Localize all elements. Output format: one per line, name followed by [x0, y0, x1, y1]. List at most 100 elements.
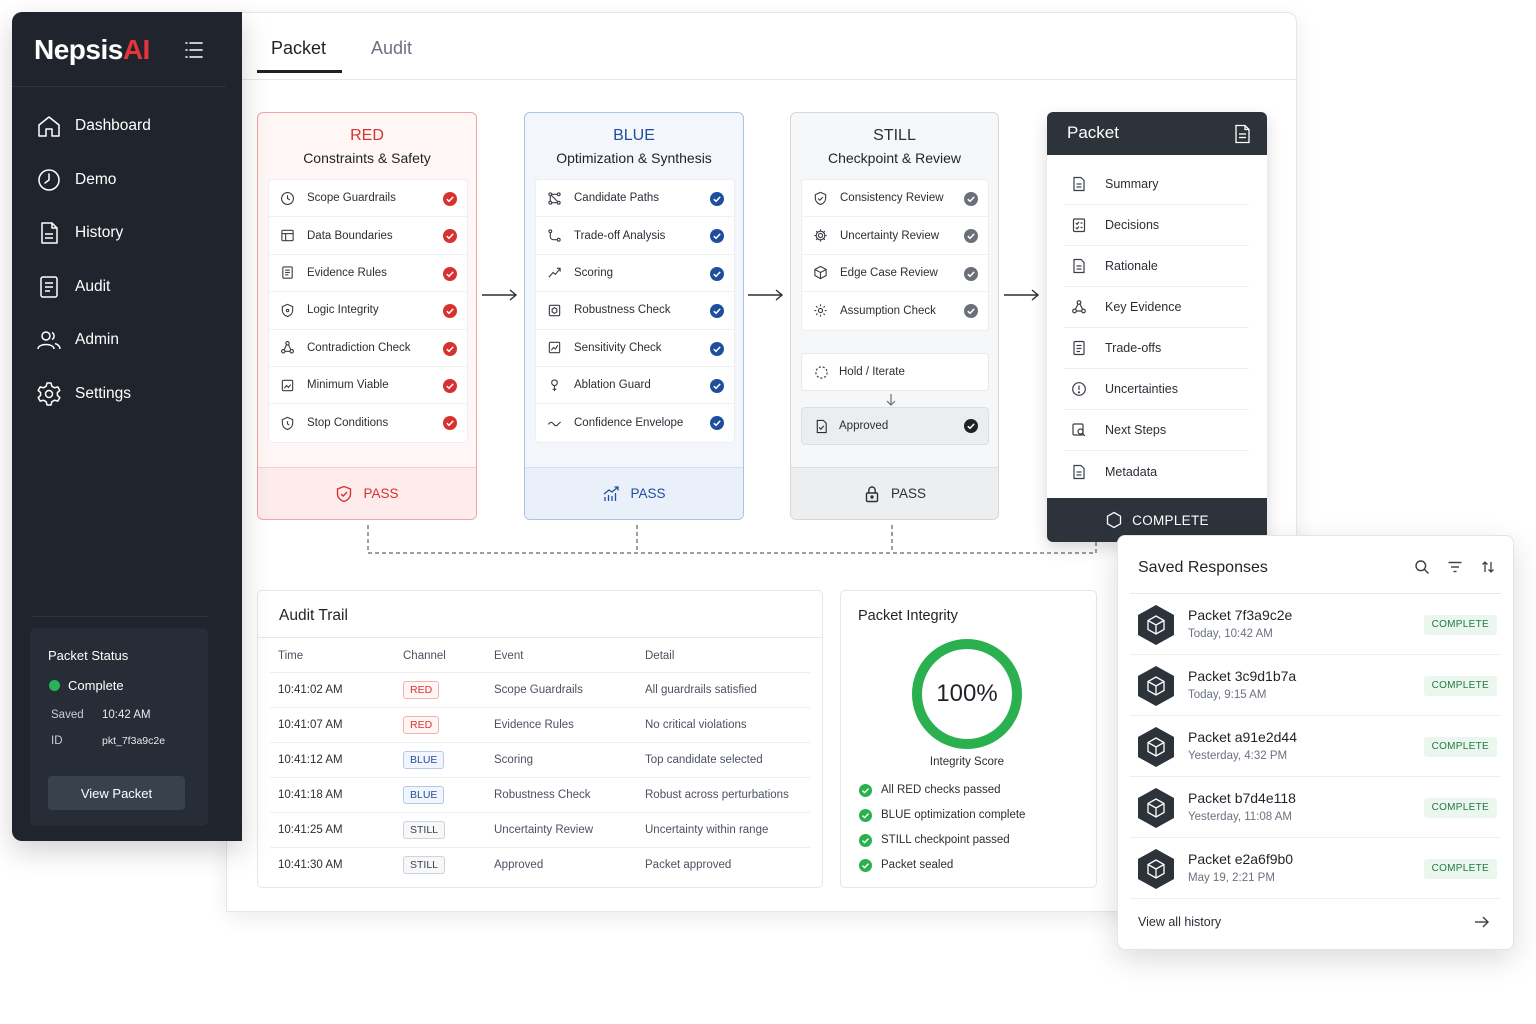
still-check-assumption-check[interactable]: Assumption Check — [802, 292, 988, 329]
id-key: ID — [51, 735, 63, 747]
integrity-check-label: All RED checks passed — [881, 784, 1001, 796]
integrity-check-label: Packet sealed — [881, 859, 954, 871]
tab-audit[interactable]: Audit — [371, 38, 413, 58]
search-document-icon — [1071, 422, 1087, 438]
integrity-score-arc — [912, 639, 1022, 749]
list-document-icon — [1071, 340, 1087, 356]
red-check-scope-guardrails[interactable]: Scope Guardrails — [269, 180, 467, 218]
blue-check-ablation-guard[interactable]: Ablation Guard — [536, 367, 734, 405]
document-icon — [1071, 258, 1087, 274]
still-check-uncertainty-review[interactable]: Uncertainty Review — [802, 217, 988, 255]
cube-document-icon — [547, 303, 562, 318]
integrity-check-label: STILL checkpoint passed — [881, 834, 1010, 846]
tab-packet[interactable]: Packet — [271, 38, 327, 58]
blue-check-scoring[interactable]: Scoring — [536, 255, 734, 293]
channel-badge: BLUE — [403, 786, 445, 804]
event-cell: Uncertainty Review — [494, 824, 594, 836]
check-label: Confidence Envelope — [574, 417, 684, 430]
table-row[interactable]: 10:41:02 AM RED Scope Guardrails All gua… — [270, 672, 810, 707]
saved-response-item[interactable]: Packet 7f3a9c2e Today, 10:42 AM COMPLETE — [1130, 594, 1501, 655]
saved-response-item[interactable]: Packet b7d4e118 Yesterday, 11:08 AM COMP… — [1130, 777, 1501, 838]
packet-item-uncertainties[interactable]: Uncertainties — [1064, 369, 1249, 410]
hold-iterate-option[interactable]: Hold / Iterate — [801, 353, 989, 391]
approved-check-icon — [964, 419, 978, 433]
audit-trail-card: Audit Trail Time Channel Event Detail 10… — [257, 590, 823, 888]
blue-check-sensitivity-check[interactable]: Sensitivity Check — [536, 330, 734, 367]
filter-icon[interactable] — [1447, 559, 1463, 575]
check-label: Edge Case Review — [840, 266, 938, 279]
gear-icon — [36, 381, 62, 407]
still-check-edge-case-review[interactable]: Edge Case Review — [802, 255, 988, 293]
saved-response-time: Yesterday, 4:32 PM — [1188, 750, 1288, 762]
channel-badge: RED — [403, 681, 440, 699]
packet-item-rationale[interactable]: Rationale — [1064, 246, 1249, 287]
check-label: Data Boundaries — [307, 229, 393, 242]
table-row[interactable]: 10:41:18 AM BLUE Robustness Check Robust… — [270, 777, 810, 812]
red-check-stop-conditions[interactable]: Stop Conditions — [269, 404, 467, 441]
red-channel-name: RED — [350, 127, 384, 144]
sidebar-item-settings[interactable]: Settings — [36, 376, 216, 412]
packet-item-decisions[interactable]: Decisions — [1064, 205, 1249, 246]
packet-status-value: Complete — [68, 678, 124, 693]
red-check-minimum-viable[interactable]: Minimum Viable — [269, 367, 467, 405]
blue-check-trade-off-analysis[interactable]: Trade-off Analysis — [536, 217, 734, 255]
packet-item-key-evidence[interactable]: Key Evidence — [1064, 287, 1249, 328]
arrow-right-icon[interactable] — [1474, 915, 1490, 929]
packet-hexagon-icon — [1138, 666, 1174, 706]
sidebar-item-dashboard[interactable]: Dashboard — [36, 108, 216, 144]
users-icon — [36, 327, 62, 353]
time-cell: 10:41:30 AM — [278, 859, 343, 871]
still-check-consistency-review[interactable]: Consistency Review — [802, 180, 988, 218]
sort-icon[interactable] — [1480, 559, 1496, 575]
view-all-history-link[interactable]: View all history — [1138, 915, 1222, 929]
table-row[interactable]: 10:41:12 AM BLUE Scoring Top candidate s… — [270, 742, 810, 777]
sidebar-item-admin[interactable]: Admin — [36, 322, 216, 358]
saved-response-item[interactable]: Packet e2a6f9b0 May 19, 2:21 PM COMPLETE — [1130, 838, 1501, 899]
sidebar-item-audit[interactable]: Audit — [36, 269, 216, 305]
packet-item-metadata[interactable]: Metadata — [1064, 451, 1249, 492]
saved-response-name: Packet 7f3a9c2e — [1188, 607, 1293, 623]
sidebar-item-history[interactable]: History — [36, 215, 216, 251]
column-header-time: Time — [278, 650, 304, 662]
saved-response-name: Packet b7d4e118 — [1188, 790, 1296, 806]
saved-responses-panel: Saved Responses Packet 7f3a9c2e Today, 1… — [1117, 535, 1514, 950]
search-icon[interactable] — [1414, 559, 1430, 575]
document-icon[interactable] — [1233, 124, 1251, 144]
arrow-down-icon — [886, 394, 896, 406]
red-check-logic-integrity[interactable]: Logic Integrity — [269, 292, 467, 330]
blue-channel-result: PASS — [525, 467, 743, 519]
red-check-contradiction-check[interactable]: Contradiction Check — [269, 330, 467, 367]
red-check-evidence-rules[interactable]: Evidence Rules — [269, 255, 467, 293]
view-packet-button[interactable]: View Packet — [48, 776, 185, 810]
saved-response-time: Yesterday, 11:08 AM — [1188, 811, 1292, 823]
red-check-icon — [443, 416, 457, 431]
integrity-check-item: STILL checkpoint passed — [859, 832, 1010, 848]
packet-item-summary[interactable]: Summary — [1064, 164, 1249, 205]
packet-item-next-steps[interactable]: Next Steps — [1064, 410, 1249, 451]
menu-toggle-icon[interactable] — [182, 38, 206, 62]
blue-check-candidate-paths[interactable]: Candidate Paths — [536, 180, 734, 218]
document-icon — [1071, 176, 1087, 192]
approved-option[interactable]: Approved — [801, 407, 989, 445]
brand-logo[interactable]: NepsisAI — [34, 34, 150, 65]
red-check-data-boundaries[interactable]: Data Boundaries — [269, 217, 467, 255]
trend-up-icon — [547, 265, 562, 280]
packet-hexagon-icon — [1138, 788, 1174, 828]
sidebar-item-demo[interactable]: Demo — [36, 162, 216, 198]
packet-item-label: Uncertainties — [1105, 382, 1178, 396]
saved-response-item[interactable]: Packet 3c9d1b7a Today, 9:15 AM COMPLETE — [1130, 655, 1501, 716]
blue-check-confidence-envelope[interactable]: Confidence Envelope — [536, 404, 734, 441]
table-row[interactable]: 10:41:25 AM STILL Uncertainty Review Unc… — [270, 812, 810, 847]
blue-check-robustness-check[interactable]: Robustness Check — [536, 292, 734, 330]
table-row[interactable]: 10:41:30 AM STILL Approved Packet approv… — [270, 847, 810, 882]
packet-item-trade-offs[interactable]: Trade-offs — [1064, 328, 1249, 369]
saved-response-item[interactable]: Packet a91e2d44 Yesterday, 4:32 PM COMPL… — [1130, 716, 1501, 777]
sidebar-item-label: History — [75, 224, 124, 241]
branch-icon — [547, 191, 562, 206]
red-channel-header: RED Constraints & Safety — [258, 113, 476, 179]
integrity-check-item: Packet sealed — [859, 857, 953, 873]
table-row[interactable]: 10:41:07 AM RED Evidence Rules No critic… — [270, 707, 810, 742]
bar-chart-trend-icon — [602, 485, 620, 503]
flask-icon — [547, 378, 562, 393]
document-icon — [1071, 464, 1087, 480]
